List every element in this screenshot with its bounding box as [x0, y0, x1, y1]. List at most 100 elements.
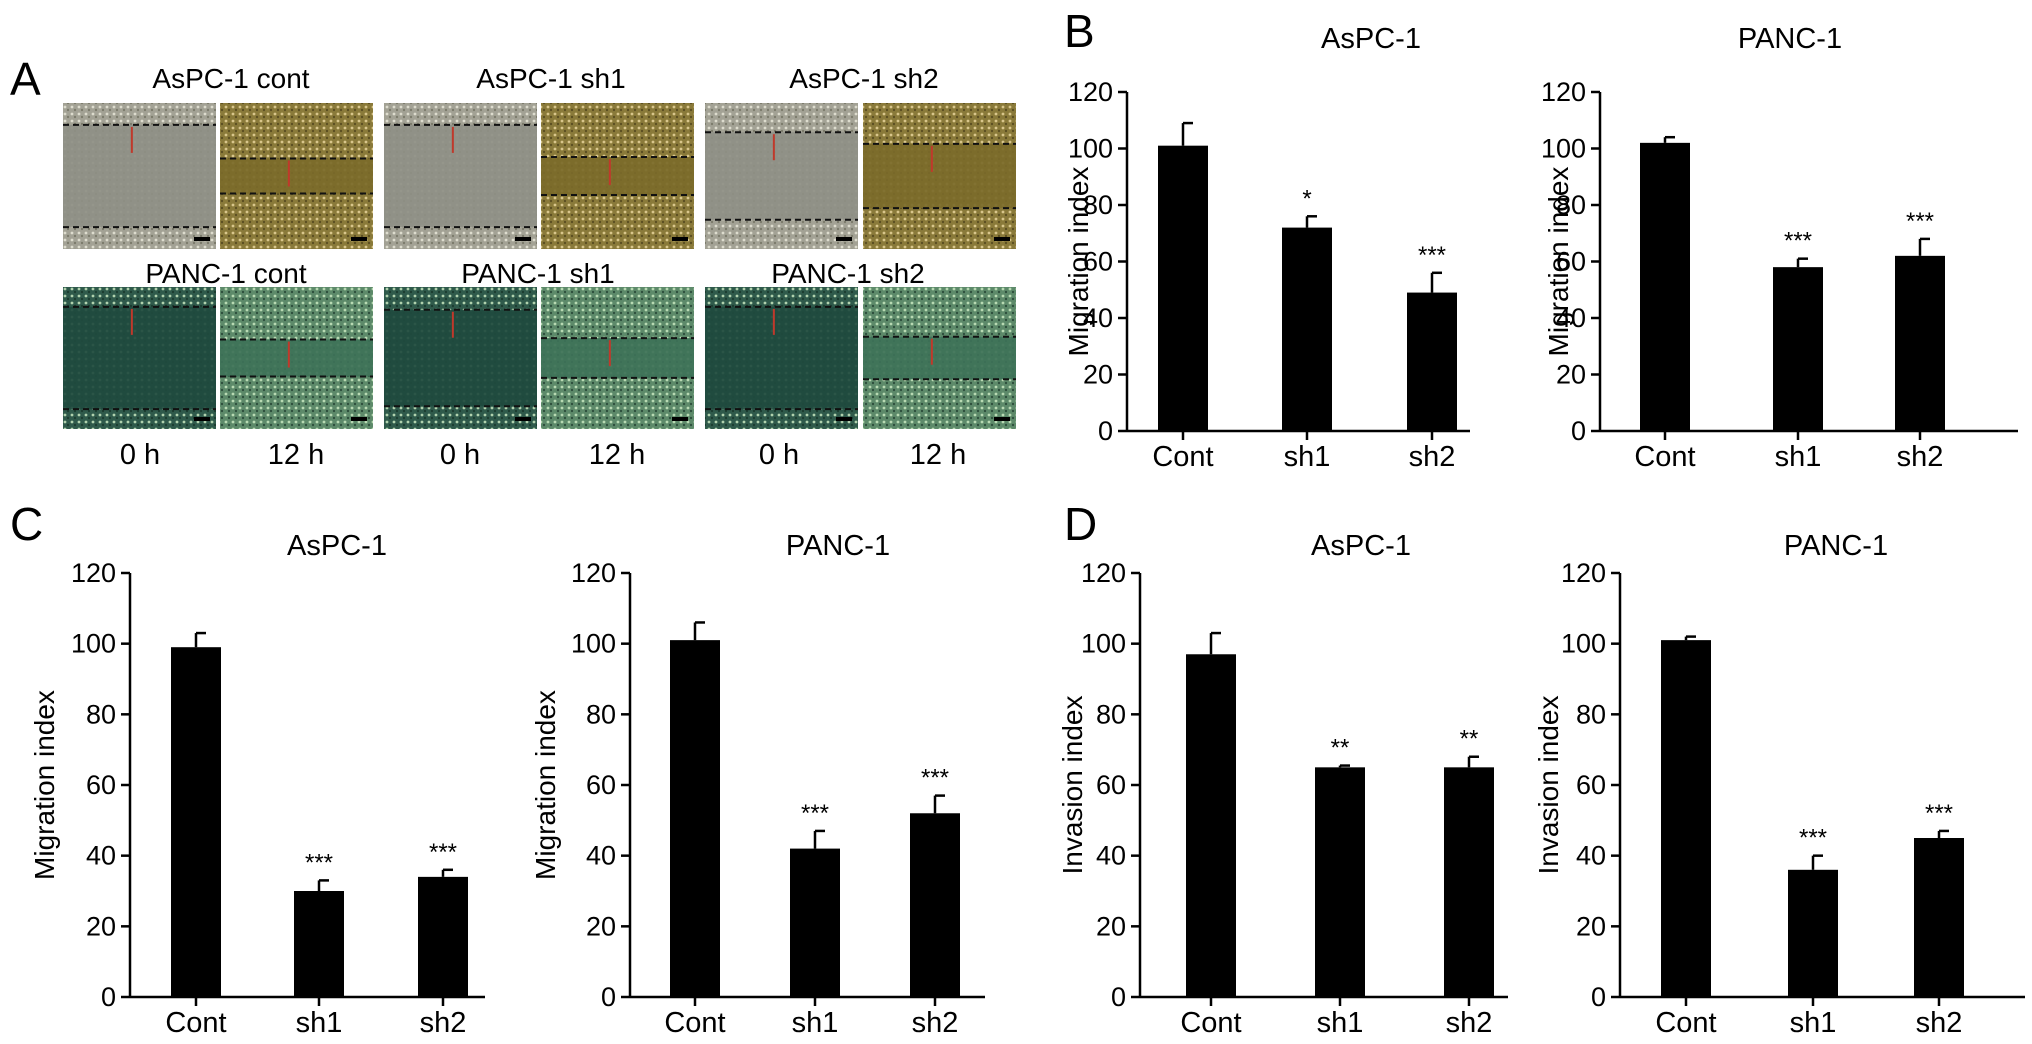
y-tick-label: 0: [1571, 416, 1586, 446]
chart-title: AsPC-1: [287, 530, 387, 562]
bar-chart: AsPC-1 0 20 40 60 80 100 120 Migration index Cont…: [29, 530, 485, 1039]
y-tick-label: 80: [1556, 190, 1586, 220]
scale-bar: [515, 237, 531, 241]
y-tick-label: 100: [1068, 134, 1113, 164]
panel-letter-b: B: [1064, 5, 1095, 57]
chart-title: AsPC-1: [1311, 530, 1411, 562]
y-tick-label: 40: [86, 841, 116, 871]
y-tick-label: 20: [1576, 911, 1606, 941]
y-tick-label: 120: [1561, 558, 1606, 588]
bar-charts: AsPC-1 0 20 40 60 80 100 120 Migration index Cont…: [29, 23, 2025, 1039]
bar: [1315, 767, 1365, 997]
x-tick-label: sh2: [1446, 1007, 1493, 1039]
y-tick-label: 20: [1096, 911, 1126, 941]
y-tick-label: 100: [1541, 134, 1586, 164]
wound-gap: [863, 143, 1016, 209]
panel-letter-c: C: [10, 498, 43, 550]
wound-gap: [220, 158, 373, 194]
wound-healing-image-grid: AsPC-1 cont AsPC-1 sh1 AsPC-1 sh2 PANC-1…: [63, 63, 1016, 471]
panel-letter-a: A: [10, 53, 41, 105]
x-tick-label: sh2: [1897, 441, 1944, 473]
x-tick-label: sh2: [1916, 1007, 1963, 1039]
significance-marker: ***: [1418, 242, 1446, 269]
y-tick-label: 120: [571, 558, 616, 588]
x-tick-label: Cont: [1634, 441, 1695, 473]
scale-bar: [672, 237, 688, 241]
wound-gap: [384, 124, 537, 228]
bar: [1914, 838, 1964, 997]
y-axis-label: Migration index: [530, 690, 561, 880]
y-tick-label: 80: [1083, 190, 1113, 220]
significance-marker: ***: [1799, 825, 1827, 852]
significance-marker: *: [1302, 185, 1311, 212]
image-group-label: AsPC-1 sh1: [476, 63, 625, 94]
image-group-label: PANC-1 sh1: [461, 258, 615, 289]
scale-bar: [672, 417, 688, 421]
bar: [418, 876, 468, 997]
y-tick-label: 0: [601, 982, 616, 1012]
y-tick-label: 100: [71, 629, 116, 659]
y-tick-label: 120: [1541, 77, 1586, 107]
time-label: 0 h: [440, 439, 480, 471]
panel-letter-d: D: [1064, 498, 1097, 550]
y-tick-label: 120: [71, 558, 116, 588]
y-tick-label: 60: [1083, 247, 1113, 277]
y-tick-label: 0: [1591, 982, 1606, 1012]
bar: [1640, 142, 1690, 431]
bar: [1407, 292, 1457, 431]
y-tick-label: 80: [586, 699, 616, 729]
y-tick-label: 40: [1096, 841, 1126, 871]
bar: [1444, 767, 1494, 997]
x-tick-label: sh1: [1317, 1007, 1364, 1039]
image-group-label: PANC-1 sh2: [771, 258, 925, 289]
y-tick-label: 80: [1096, 699, 1126, 729]
wound-gap: [220, 339, 373, 377]
x-tick-label: Cont: [1152, 441, 1213, 473]
wound-gap: [541, 157, 694, 195]
bar: [1788, 869, 1838, 997]
time-label: 12 h: [268, 439, 324, 471]
y-tick-label: 60: [586, 770, 616, 800]
y-tick-label: 60: [86, 770, 116, 800]
wound-gap: [384, 309, 537, 407]
y-tick-label: 40: [1576, 841, 1606, 871]
wound-gap: [705, 306, 858, 410]
wound-gap: [63, 306, 216, 410]
bar: [1282, 227, 1332, 431]
chart-title: AsPC-1: [1321, 23, 1421, 55]
y-tick-label: 40: [586, 841, 616, 871]
y-axis-label: Invasion index: [1057, 695, 1088, 874]
scale-bar: [994, 417, 1010, 421]
y-tick-label: 0: [101, 982, 116, 1012]
wound-gap: [63, 124, 216, 228]
time-label: 0 h: [120, 439, 160, 471]
time-label: 12 h: [589, 439, 645, 471]
x-tick-label: sh2: [420, 1007, 467, 1039]
significance-marker: ***: [921, 765, 949, 792]
scale-bar: [194, 417, 210, 421]
bar: [790, 848, 840, 997]
y-axis-label: Invasion index: [1533, 695, 1564, 874]
bar-chart: PANC-1 0 20 40 60 80 100 120 Invasion index Cont *…: [1533, 530, 2025, 1039]
significance-marker: ***: [1784, 228, 1812, 255]
x-tick-label: sh1: [792, 1007, 839, 1039]
y-tick-label: 0: [1111, 982, 1126, 1012]
significance-marker: ***: [305, 849, 333, 876]
bar: [171, 647, 221, 997]
chart-title: PANC-1: [1738, 23, 1842, 55]
y-tick-label: 20: [86, 911, 116, 941]
scale-bar: [351, 417, 367, 421]
y-tick-label: 20: [1083, 360, 1113, 390]
significance-marker: **: [1460, 726, 1479, 753]
y-tick-label: 120: [1068, 77, 1113, 107]
bar: [670, 640, 720, 997]
y-tick-label: 80: [86, 699, 116, 729]
scale-bar: [994, 237, 1010, 241]
bar: [910, 813, 960, 997]
y-tick-label: 60: [1576, 770, 1606, 800]
y-tick-label: 80: [1576, 699, 1606, 729]
x-tick-label: Cont: [1180, 1007, 1241, 1039]
y-axis-label: Migration index: [29, 690, 60, 880]
scale-bar: [515, 417, 531, 421]
x-tick-label: sh1: [296, 1007, 343, 1039]
